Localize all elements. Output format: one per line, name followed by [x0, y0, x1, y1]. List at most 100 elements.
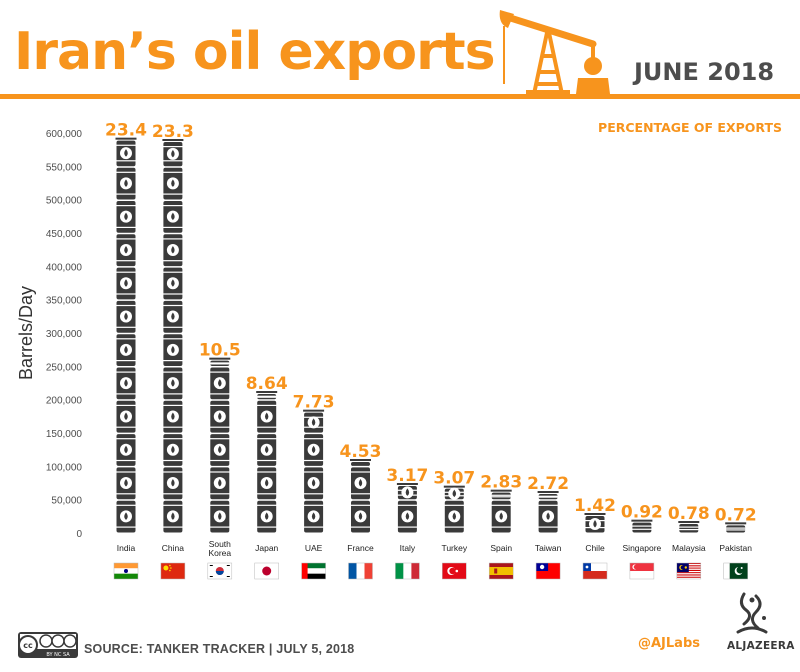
france-flag-icon: [348, 562, 373, 580]
barrel-hoop: [303, 504, 325, 506]
oil-drop-icon: [124, 445, 128, 454]
oil-drop-icon: [499, 512, 503, 520]
oil-drop-icon: [124, 512, 128, 520]
percentage-label: 23.3: [152, 122, 194, 142]
barrel-hoop: [256, 404, 278, 406]
barrel-hoop: [162, 271, 184, 273]
malaysia-flag-icon: [676, 562, 702, 580]
barrel-hoop: [631, 525, 653, 527]
category-label: UAE: [305, 543, 323, 553]
y-tick-label: 300,000: [46, 329, 83, 340]
bar-india: [115, 137, 137, 533]
barrel-hoop: [303, 438, 325, 440]
y-axis-title: Barrels/Day: [16, 286, 36, 380]
barrel-hoop: [350, 471, 371, 473]
oil-drop-icon: [124, 345, 128, 354]
oil-drop-icon: [218, 512, 222, 520]
barrel-hoop: [303, 471, 325, 473]
spain-flag-icon: [488, 562, 514, 580]
barrel-hoop: [256, 504, 278, 506]
barrel-hoop: [256, 396, 278, 398]
barrel-hoop: [209, 459, 231, 462]
y-tick-label: 150,000: [46, 429, 83, 440]
bar-rim: [725, 522, 747, 525]
oil-drop-icon: [452, 512, 457, 520]
oil-drop-icon: [311, 512, 316, 520]
oil-drop-icon: [171, 245, 175, 254]
barrel-hoop: [162, 226, 184, 228]
barrel-hoop: [631, 528, 653, 530]
barrel-hoop: [115, 260, 137, 262]
barrel-hoop: [256, 395, 278, 397]
barrel-hoop: [209, 426, 231, 428]
oil-exports-bar-chart: Barrels/Day 0 50,000 100,000 150,000 200,000 2…: [16, 119, 758, 580]
oil-drop-icon: [171, 379, 175, 387]
chile-flag-icon: [582, 562, 608, 580]
oil-drop-icon: [405, 512, 410, 520]
barrel-hoop: [256, 459, 278, 462]
bar-rim: [396, 483, 418, 485]
barrel-hoop: [162, 438, 184, 440]
barrel-hoop: [115, 293, 137, 295]
barrel-hoop: [209, 404, 231, 406]
barrel-hoop: [256, 471, 278, 473]
barrel-hoop: [115, 526, 137, 528]
oil-drop-icon: [311, 479, 316, 487]
oil-drop-icon: [546, 512, 550, 520]
category-label: Italy: [400, 543, 416, 553]
barrel-hoop: [443, 504, 465, 506]
barrel-hoop: [209, 363, 231, 365]
oil-drop-icon: [264, 445, 269, 454]
barrel-hoop: [162, 493, 184, 495]
taiwan-flag-icon: [535, 562, 561, 580]
barrel-hoop: [162, 338, 184, 340]
barrel-hoop: [115, 226, 137, 228]
bar-rim: [537, 491, 559, 493]
category-label: France: [347, 543, 374, 553]
barrel-hoop: [350, 493, 371, 495]
oil-drop-icon: [405, 488, 410, 496]
percentage-label: 0.92: [621, 503, 663, 523]
oil-drop-icon: [171, 479, 175, 487]
bar-uae: [303, 409, 325, 533]
oil-drop-icon: [358, 512, 363, 520]
bar-italy: [396, 483, 418, 533]
barrel-hoop: [256, 493, 278, 495]
barrel-hoop: [115, 160, 137, 162]
oil-drop-icon: [124, 379, 128, 387]
barrel-hoop: [490, 504, 512, 506]
oil-drop-icon: [124, 479, 128, 487]
oil-drop-icon: [311, 445, 316, 454]
barrel-hoop: [115, 271, 137, 273]
china-flag-icon: [160, 562, 186, 580]
barrel-hoop: [115, 459, 137, 462]
barrel-hoop: [490, 526, 512, 528]
oil-drop-icon: [218, 379, 222, 387]
barrel-hoop: [162, 526, 184, 528]
oil-drop-icon: [171, 212, 175, 221]
barrel-hoop: [115, 493, 137, 495]
oil-drop-icon: [124, 412, 128, 420]
barrel-hoop: [115, 471, 137, 473]
oil-drop-icon: [171, 445, 175, 454]
barrel-hoop: [162, 193, 184, 195]
y-tick-label: 200,000: [46, 396, 83, 407]
bar-rim: [678, 521, 700, 523]
barrel-hoop: [162, 304, 184, 307]
category-label: Chile: [585, 543, 605, 553]
oil-drop-icon: [171, 312, 175, 321]
barrel-hoop: [209, 493, 231, 495]
turkey-flag-icon: [442, 562, 467, 580]
barrel-hoop: [678, 526, 700, 528]
barrel-hoop: [303, 526, 325, 528]
barrel-hoop: [490, 494, 512, 496]
bar-turkey: [443, 485, 465, 533]
barrel-hoop: [115, 504, 137, 506]
barrel-hoop: [162, 260, 184, 262]
y-tick-label: 350,000: [46, 296, 83, 307]
category-label: Spain: [490, 543, 512, 553]
barrel-segment: [726, 525, 746, 533]
category-label: Malaysia: [672, 543, 706, 553]
barrel-hoop: [303, 493, 325, 495]
barrel-hoop: [537, 495, 559, 497]
